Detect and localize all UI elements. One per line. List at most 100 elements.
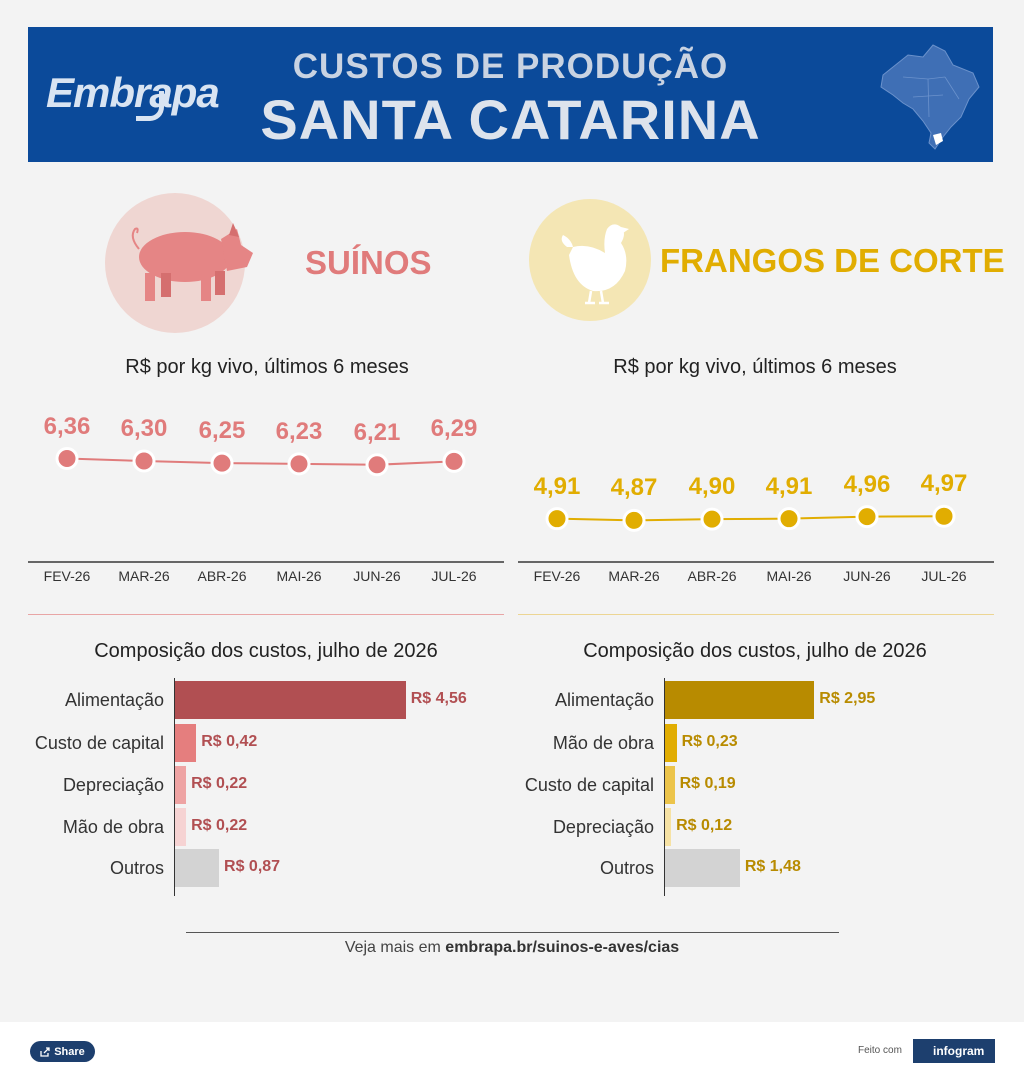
pig-bar [175,681,406,719]
pig-tick-label: FEV-26 [43,568,91,584]
chicken-bar [665,681,815,719]
pig-bar [175,724,197,762]
header-title-line1: CUSTOS DE PRODUÇÃO [292,47,729,86]
chicken-bar [665,766,675,804]
chicken-bar-value-label: R$ 1,48 [744,858,801,875]
share-icon [40,1046,50,1057]
pig-tick-label: ABR-26 [197,568,247,584]
pig-bar-axis [174,678,175,896]
pig-x-axis [28,561,504,563]
chicken-data-point [622,508,646,532]
chicken-tick-label: ABR-26 [687,568,737,584]
infogram-logo[interactable]: infogram [913,1039,995,1063]
pig-bar [175,849,220,887]
pig-tick-label: MAR-26 [118,568,170,584]
chicken-category-label: Mão de obra [552,733,654,753]
pig-bar-value-label: R$ 4,56 [410,690,467,707]
chicken-bar-axis [664,678,665,896]
pig-data-point [55,447,79,471]
chicken-bar [665,724,677,762]
pig-line-svg [55,447,466,477]
pig-category-label: Custo de capital [34,733,164,753]
pig-line-subtitle: R$ por kg vivo, últimos 6 meses [125,356,409,378]
pig-data-label: 6,21 [353,418,401,446]
pig-data-label: 6,30 [120,415,168,442]
chicken-data-label: 4,97 [920,470,968,498]
pig-data-label: 6,29 [430,415,478,443]
pig-section-title: SUÍNOS [305,244,432,281]
chicken-bar-value-label: R$ 0,12 [676,817,733,834]
pig-tick-label: JUN-26 [353,568,401,584]
pig-bar [175,766,187,804]
pig-data-point [132,449,156,473]
chicken-tick-label: JUL-26 [921,568,967,584]
pig-category-label: Depreciação [62,775,164,795]
header-title-line2: SANTA CATARINA [260,88,761,151]
chicken-data-label: 4,96 [843,470,891,498]
pig-icon [131,223,253,301]
chicken-icon [561,224,629,305]
pig-data-point [365,453,389,477]
pig-data-label: 6,25 [198,417,246,445]
chicken-bar [665,849,740,887]
pig-bar-value-label: R$ 0,22 [191,817,248,834]
embrapa-logo: Embrapa [46,69,220,116]
pig-tick-label: MAI-26 [276,568,322,584]
chicken-bar-value-label: R$ 2,95 [819,690,876,707]
logo-swoosh-icon [136,91,164,121]
share-button[interactable]: Share [30,1041,95,1062]
pig-bar-value-label: R$ 0,22 [191,775,248,792]
pig-bar [175,808,187,846]
share-label: Share [54,1045,85,1058]
chicken-data-label: 4,87 [610,474,658,502]
chicken-data-point [932,504,956,528]
pig-data-point [442,449,466,473]
pig-data-label: 6,36 [43,412,91,440]
chicken-data-point [777,507,801,531]
chicken-data-label: 4,91 [533,472,581,500]
pig-category-label: Outros [109,858,164,878]
chicken-bar [665,808,672,846]
pig-data-label: 6,23 [275,417,323,445]
pig-category-label: Alimentação [64,690,164,710]
chicken-composition-title: Composição dos custos, julho de 2026 [583,640,927,662]
pig-icon-circle [105,193,253,333]
footer-link[interactable]: embrapa.br/suinos-e-aves/cias [445,939,680,956]
made-with-text: Feito com [858,1045,902,1056]
footer-divider [186,932,839,933]
chicken-line-svg [545,504,956,532]
chicken-data-point [545,507,569,531]
chicken-icon-circle [529,199,651,321]
footer-prefix: Veja mais em [344,939,446,956]
pig-composition-title: Composição dos custos, julho de 2026 [94,640,438,662]
chicken-category-label: Custo de capital [524,775,654,795]
chicken-data-label: 4,90 [688,473,736,501]
bottom-bar: Share Feito com infogram [0,1022,1024,1080]
chicken-tick-label: MAI-26 [766,568,812,584]
chicken-tick-label: MAR-26 [608,568,660,584]
chicken-tick-label: JUN-26 [843,568,891,584]
pig-series-line [66,457,455,466]
pig-separator [28,614,504,615]
footer-note: Veja mais em embrapa.br/suinos-e-aves/ci… [0,939,1024,957]
chicken-line-subtitle: R$ por kg vivo, últimos 6 meses [613,356,897,378]
brazil-map-icon [880,44,980,150]
pig-tick-label: JUL-26 [431,568,477,584]
chicken-category-label: Depreciação [552,817,654,837]
chicken-separator [518,614,994,615]
chicken-section-title: FRANGOS DE CORTE [660,242,1005,279]
pig-data-point [210,451,234,475]
chicken-data-point [700,507,724,531]
chicken-category-label: Alimentação [554,690,654,710]
chicken-tick-label: FEV-26 [533,568,581,584]
chicken-data-label: 4,91 [765,472,813,500]
chicken-series-line [556,515,945,522]
chicken-x-axis [518,561,994,563]
header-banner: Embrapa CUSTOS DE PRODUÇÃO SANTA CATARIN… [28,27,993,162]
chicken-category-label: Outros [599,858,654,878]
pig-bar-value-label: R$ 0,87 [224,858,281,875]
chicken-bar-value-label: R$ 0,23 [681,733,738,750]
pig-category-label: Mão de obra [62,817,164,837]
pig-data-point [287,452,311,476]
pig-bar-value-label: R$ 0,42 [201,733,258,750]
